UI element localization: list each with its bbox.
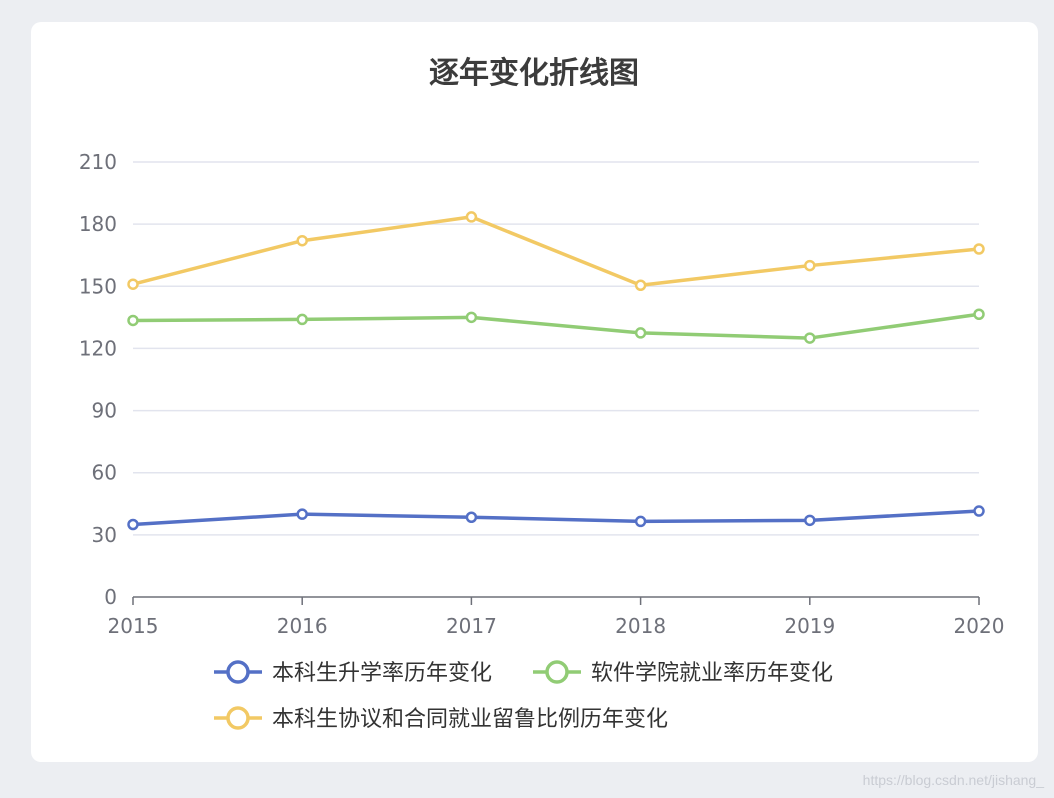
data-point[interactable] — [973, 243, 985, 255]
series-line — [132, 509, 980, 527]
data-point[interactable] — [127, 314, 139, 327]
data-point[interactable] — [296, 234, 308, 247]
y-tick-label: 90 — [92, 399, 117, 423]
legend-item[interactable]: 软件学院就业率历年变化 — [533, 660, 833, 686]
series-line — [132, 312, 980, 340]
legend-item[interactable]: 本科生协议和合同就业留鲁比例历年变化 — [214, 706, 668, 732]
data-point[interactable] — [296, 508, 308, 520]
data-point[interactable] — [634, 327, 647, 339]
x-axis: 2015 2016 2017 2018 2019 2020 — [108, 596, 1005, 638]
data-point[interactable] — [804, 514, 816, 527]
data-point[interactable] — [465, 211, 478, 223]
data-point[interactable] — [804, 332, 816, 344]
data-point[interactable] — [296, 313, 308, 326]
legend-label: 软件学院就业率历年变化 — [591, 661, 833, 686]
x-tick-label: 2019 — [784, 614, 835, 638]
legend-marker — [545, 660, 569, 684]
x-tick-label: 2016 — [277, 614, 328, 638]
y-tick-label: 60 — [92, 461, 117, 485]
data-point[interactable] — [634, 279, 647, 291]
series-line — [132, 215, 980, 287]
legend-marker — [226, 660, 250, 684]
legend-item[interactable]: 本科生升学率历年变化 — [214, 660, 492, 686]
data-point[interactable] — [634, 515, 647, 528]
x-tick-label: 2020 — [954, 614, 1005, 638]
chart-title: 逐年变化折线图 — [429, 56, 639, 91]
y-tick-label: 0 — [104, 585, 117, 609]
y-tick-label: 150 — [79, 274, 117, 298]
data-point[interactable] — [973, 505, 985, 517]
x-tick-label: 2017 — [446, 614, 497, 638]
data-point[interactable] — [127, 278, 139, 290]
y-tick-label: 210 — [79, 150, 117, 174]
x-tick-label: 2015 — [108, 614, 159, 638]
legend-marker — [226, 706, 250, 730]
watermark: https://blog.csdn.net/jishang_ — [862, 772, 1044, 788]
chart-card — [31, 22, 1038, 762]
series-layer — [127, 211, 985, 531]
legend-label: 本科生协议和合同就业留鲁比例历年变化 — [272, 707, 668, 732]
y-axis: 0 30 60 90 120 150 180 210 — [79, 150, 117, 609]
data-point[interactable] — [804, 259, 816, 272]
data-point[interactable] — [973, 308, 985, 320]
x-tick-label: 2018 — [615, 614, 666, 638]
data-point[interactable] — [465, 311, 478, 324]
legend-label: 本科生升学率历年变化 — [272, 661, 492, 686]
data-point[interactable] — [465, 511, 478, 523]
grid-lines — [133, 161, 979, 536]
y-tick-label: 30 — [92, 523, 117, 547]
y-tick-label: 180 — [79, 212, 117, 236]
y-tick-label: 120 — [79, 336, 117, 360]
data-point[interactable] — [127, 518, 139, 531]
